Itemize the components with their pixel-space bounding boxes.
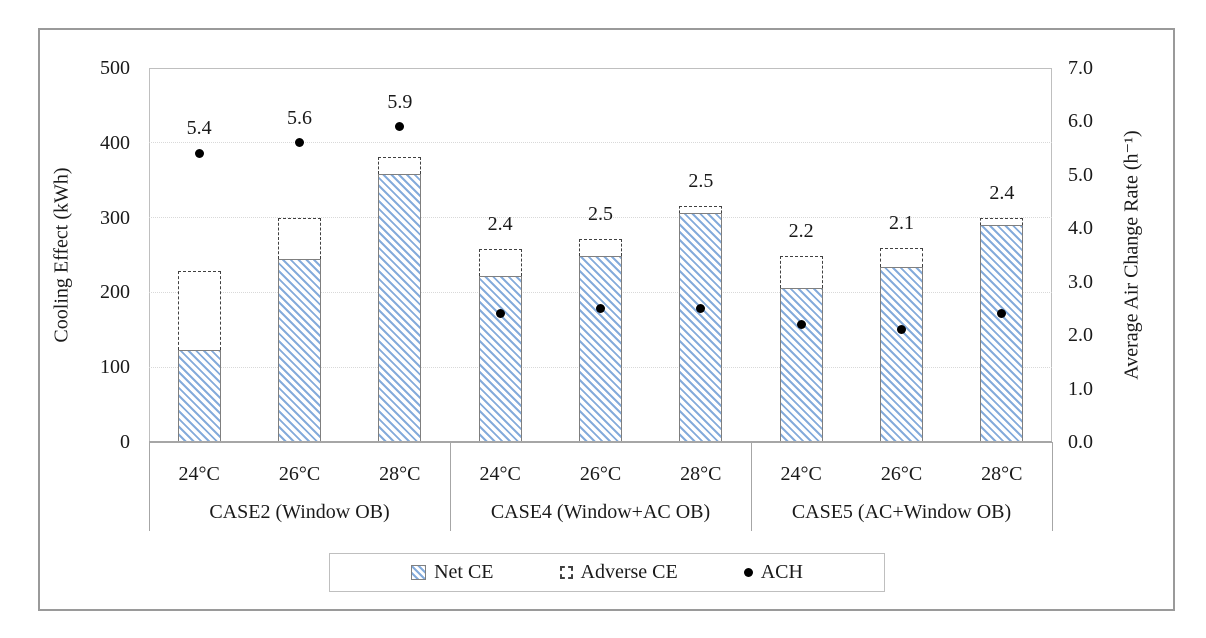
left-axis-title: Cooling Effect (kWh) [50, 167, 73, 343]
ach-value-label: 5.9 [387, 90, 413, 113]
ach-dot [395, 122, 405, 132]
adverse-ce-bar [880, 248, 923, 267]
net-ce-bar [980, 225, 1024, 442]
group-label: CASE2 (Window OB) [209, 501, 390, 523]
temp-label: 28°C [680, 463, 722, 485]
ach-value-label: 2.5 [688, 170, 714, 193]
ach-value-label: 2.4 [487, 213, 513, 236]
temp-label: 28°C [981, 463, 1023, 485]
group-label: CASE4 (Window+AC OB) [490, 501, 711, 523]
net-ce-bar [779, 287, 823, 442]
left-axis-tick: 200 [100, 281, 130, 304]
temp-label: 26°C [579, 463, 622, 485]
ach-value-label: 2.2 [788, 219, 814, 242]
axis-edge-line [1052, 442, 1053, 531]
adverse-ce-bar [378, 157, 422, 175]
net-ce-bar [579, 255, 622, 442]
right-axis-tick: 4.0 [1068, 217, 1093, 240]
left-axis-tick: 500 [100, 57, 130, 79]
adverse-ce-bar [679, 206, 723, 214]
left-axis-tick: 100 [100, 356, 130, 379]
net-ce-bar [378, 174, 422, 442]
temp-label: 26°C [880, 463, 923, 485]
legend-label-ach: ACH [760, 561, 803, 583]
temp-label: 24°C [780, 463, 822, 485]
legend-label-net-ce: Net CE [434, 561, 494, 583]
ach-value-label: 2.4 [989, 181, 1015, 204]
net-ce-bar [478, 275, 522, 442]
adverse-ce-bar [478, 249, 522, 276]
left-axis-tick: 300 [100, 206, 130, 229]
group-divider [751, 442, 752, 531]
axis-edge-line [149, 442, 150, 531]
legend-label-adverse-ce: Adverse CE [580, 561, 678, 583]
ach-dot [897, 325, 906, 335]
right-axis-tick: 5.0 [1068, 163, 1093, 186]
right-axis-tick: 7.0 [1068, 57, 1093, 79]
net-ce-bar [679, 213, 723, 442]
ach-dot [295, 138, 304, 148]
net-ce-bar [880, 266, 923, 442]
plot-area [149, 68, 1052, 442]
ach-dot [997, 309, 1007, 319]
ach-swatch-icon [743, 568, 753, 577]
ach-value-label: 2.5 [588, 202, 613, 225]
right-axis-tick: 3.0 [1068, 270, 1093, 293]
legend-item-net-ce: Net CE [411, 561, 494, 584]
legend-item-ach: ACH [743, 561, 803, 584]
ach-dot [194, 148, 204, 158]
right-axis-tick: 1.0 [1068, 377, 1093, 400]
left-axis-tick: 400 [100, 131, 130, 154]
right-axis-tick: 2.0 [1068, 324, 1093, 347]
temp-label: 28°C [379, 463, 421, 485]
group-divider [450, 442, 451, 531]
temp-label: 26°C [278, 463, 321, 485]
ach-dot [495, 309, 505, 319]
gridline [149, 217, 1052, 219]
x-axis-line [149, 441, 1052, 443]
gridline [149, 142, 1052, 144]
net-ce-bar [177, 349, 221, 442]
adverse-ce-bar [980, 217, 1024, 226]
ach-dot [596, 303, 605, 313]
right-axis-tick: 6.0 [1068, 110, 1093, 133]
ach-dot [696, 303, 706, 313]
group-label: CASE5 (AC+Window OB) [791, 501, 1012, 523]
temp-label: 24°C [479, 463, 521, 485]
ach-value-label: 5.4 [186, 117, 212, 140]
ach-value-label: 2.1 [889, 212, 914, 235]
net-ce-bar [278, 259, 321, 442]
legend: Net CE Adverse CE ACH [329, 553, 885, 592]
adverse-ce-bar [177, 271, 221, 350]
ach-dot [796, 319, 806, 329]
net-ce-swatch-icon [411, 565, 427, 580]
adverse-ce-bar [278, 217, 321, 260]
adverse-ce-bar [579, 238, 622, 256]
ach-value-label: 5.6 [287, 106, 312, 129]
legend-item-adverse-ce: Adverse CE [559, 561, 678, 584]
adverse-ce-bar [779, 255, 823, 288]
left-axis-tick: 0 [120, 431, 130, 453]
temp-label: 24°C [178, 463, 220, 485]
right-axis-tick: 0.0 [1068, 431, 1093, 453]
adverse-ce-swatch-icon [559, 566, 573, 579]
